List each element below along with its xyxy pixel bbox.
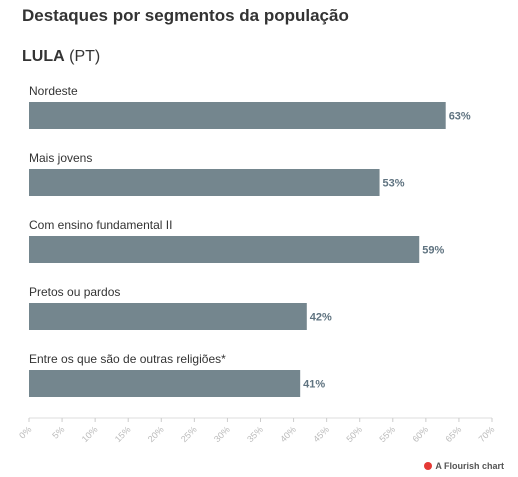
x-tick-label: 30% <box>212 424 232 444</box>
bar <box>29 303 307 330</box>
x-tick-label: 45% <box>311 424 331 444</box>
x-tick-label: 55% <box>377 424 397 444</box>
bar <box>29 370 301 397</box>
bar <box>29 102 446 129</box>
candidate-name: LULA <box>22 48 65 65</box>
value-label: 53% <box>383 178 405 190</box>
x-tick-label: 0% <box>17 424 33 440</box>
value-label: 41% <box>303 379 325 391</box>
category-label: Pretos ou pardos <box>29 285 120 299</box>
x-tick-label: 25% <box>179 424 199 444</box>
value-label: 63% <box>449 111 471 123</box>
candidate-party: (PT) <box>69 48 101 65</box>
flourish-credit[interactable]: A Flourish chart <box>424 461 504 471</box>
chart-title: Destaques por segmentos da população <box>22 6 349 25</box>
chart-subtitle: LULA (PT) <box>22 48 100 66</box>
x-tick-label: 20% <box>146 424 166 444</box>
category-label: Mais jovens <box>29 151 92 165</box>
bar <box>29 169 380 196</box>
x-tick-label: 35% <box>245 424 265 444</box>
flourish-credit-label: A Flourish chart <box>435 461 504 471</box>
x-tick-label: 70% <box>477 424 497 444</box>
x-tick-label: 5% <box>50 424 66 440</box>
category-label: Com ensino fundamental II <box>29 218 172 232</box>
x-tick-label: 10% <box>80 424 100 444</box>
x-tick-label: 60% <box>410 424 430 444</box>
x-tick-label: 40% <box>278 424 298 444</box>
x-tick-label: 65% <box>444 424 464 444</box>
bar <box>29 236 420 263</box>
flourish-logo-icon <box>424 462 433 470</box>
x-tick-label: 50% <box>344 424 364 444</box>
value-label: 42% <box>310 312 332 324</box>
category-label: Entre os que são de outras religiões* <box>29 352 226 366</box>
value-label: 59% <box>422 245 444 257</box>
category-label: Nordeste <box>29 84 78 98</box>
x-tick-label: 15% <box>113 424 133 444</box>
